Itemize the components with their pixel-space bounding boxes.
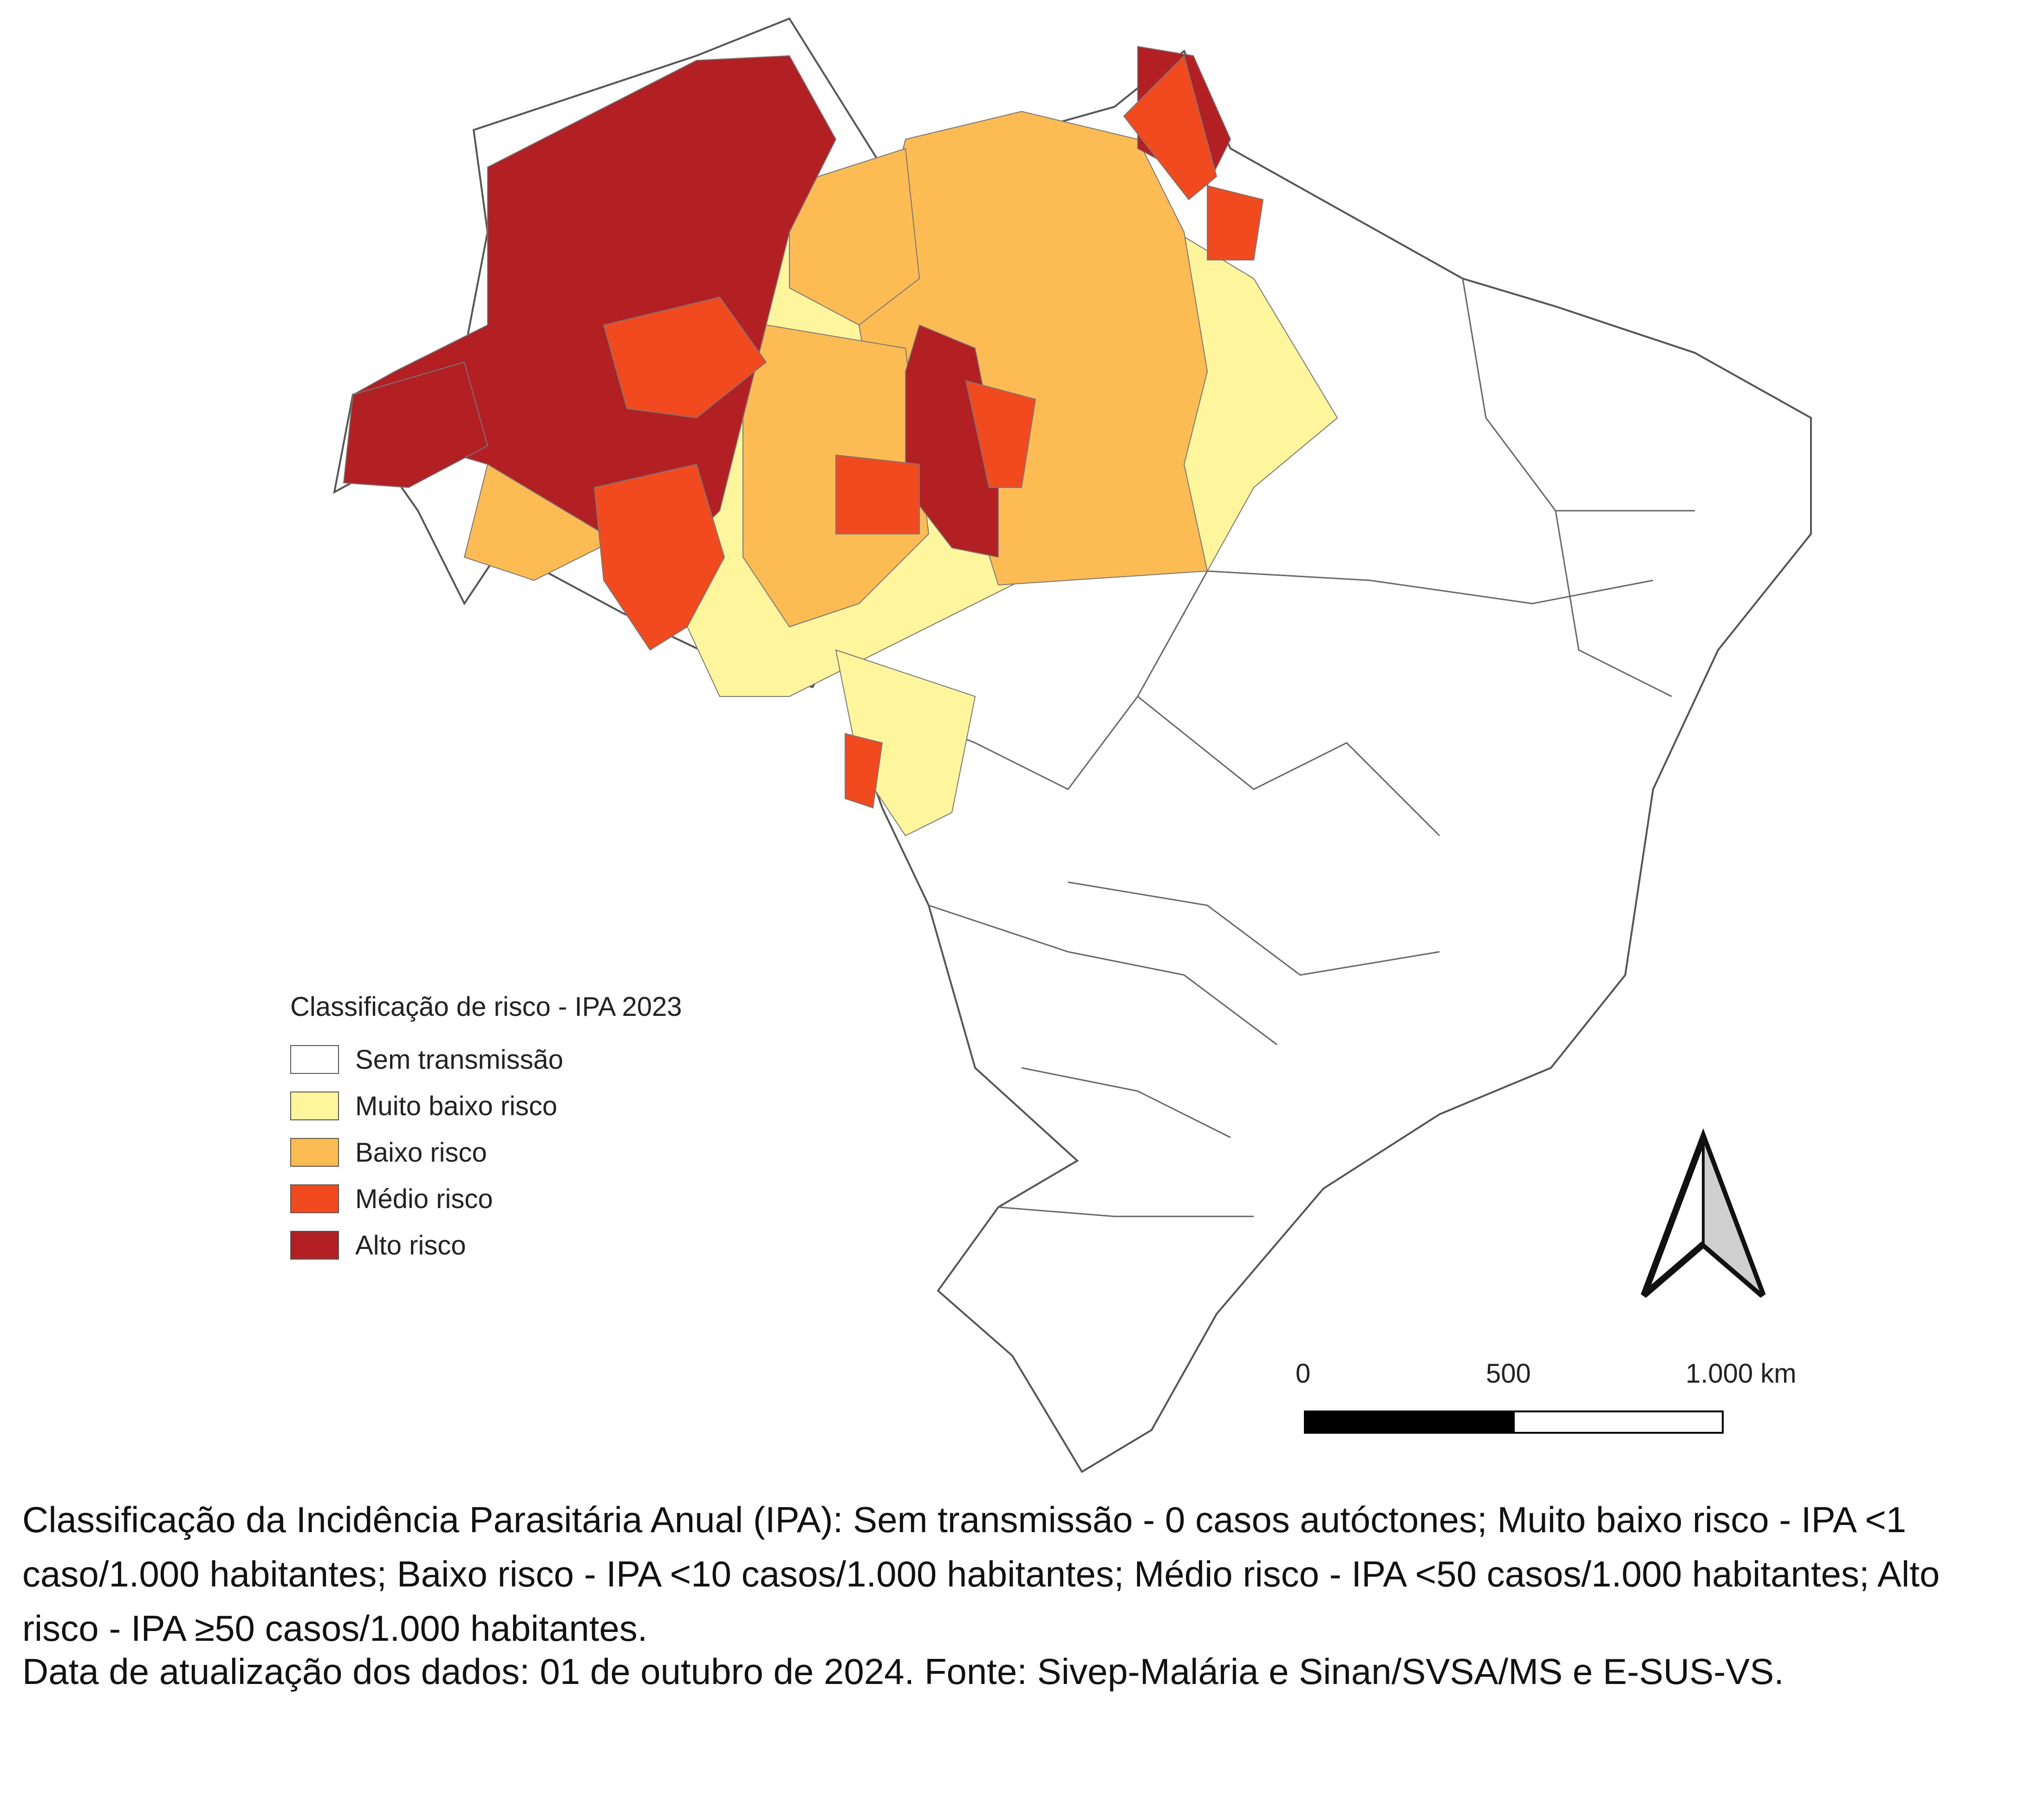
region-medium-amapa	[1123, 55, 1218, 201]
legend-swatch	[290, 1138, 339, 1167]
legend-label: Muito baixo risco	[355, 1091, 558, 1121]
legend-item-medio: Médio risco	[290, 1176, 682, 1222]
classification-caption: Classificação da Incidência Parasitária …	[22, 1499, 1940, 1649]
scale-label-1000: 1.000 km	[1686, 1358, 1797, 1389]
legend-label: Sem transmissão	[355, 1044, 564, 1075]
region-high-west	[343, 361, 488, 488]
source-text: Fonte: Sivep-Malária e Sinan/SVSA/MS e E…	[924, 1651, 1784, 1692]
scale-label-500: 500	[1486, 1358, 1531, 1389]
legend-label: Alto risco	[355, 1230, 466, 1261]
north-arrow-icon	[1641, 1128, 1766, 1298]
scale-label-0: 0	[1296, 1358, 1311, 1389]
region-medium-rondonia	[593, 463, 725, 651]
risk-regions	[343, 46, 1338, 837]
region-medium-tapajos	[835, 454, 920, 534]
legend-item-sem-transmissao: Sem transmissão	[290, 1036, 682, 1083]
region-medium-xingu	[965, 380, 1036, 488]
legend-item-alto: Alto risco	[290, 1222, 682, 1268]
legend-item-muito-baixo: Muito baixo risco	[290, 1083, 682, 1129]
legend-swatch	[290, 1045, 339, 1074]
legend-title: Classificação de risco - IPA 2023	[290, 992, 682, 1022]
legend-swatch	[290, 1184, 339, 1213]
legend-item-baixo: Baixo risco	[290, 1129, 682, 1176]
region-medium-marajo	[1207, 185, 1264, 260]
brazil-malaria-map	[333, 17, 1812, 1473]
legend-swatch	[290, 1231, 339, 1260]
legend-swatch	[290, 1092, 339, 1120]
region-low-north	[789, 148, 920, 326]
legend-label: Baixo risco	[355, 1137, 487, 1168]
update-label: Data de atualização dos dados:	[22, 1651, 530, 1692]
legend: Classificação de risco - IPA 2023 Sem tr…	[290, 991, 682, 1268]
region-medium-center	[603, 296, 767, 419]
region-medium-acre	[845, 733, 883, 809]
source-caption: Data de atualização dos dados: 01 de out…	[22, 1651, 1784, 1693]
update-date: 01 de outubro de 2024.	[540, 1651, 915, 1692]
legend-label: Médio risco	[355, 1183, 493, 1214]
scale-bar	[1304, 1410, 1724, 1434]
